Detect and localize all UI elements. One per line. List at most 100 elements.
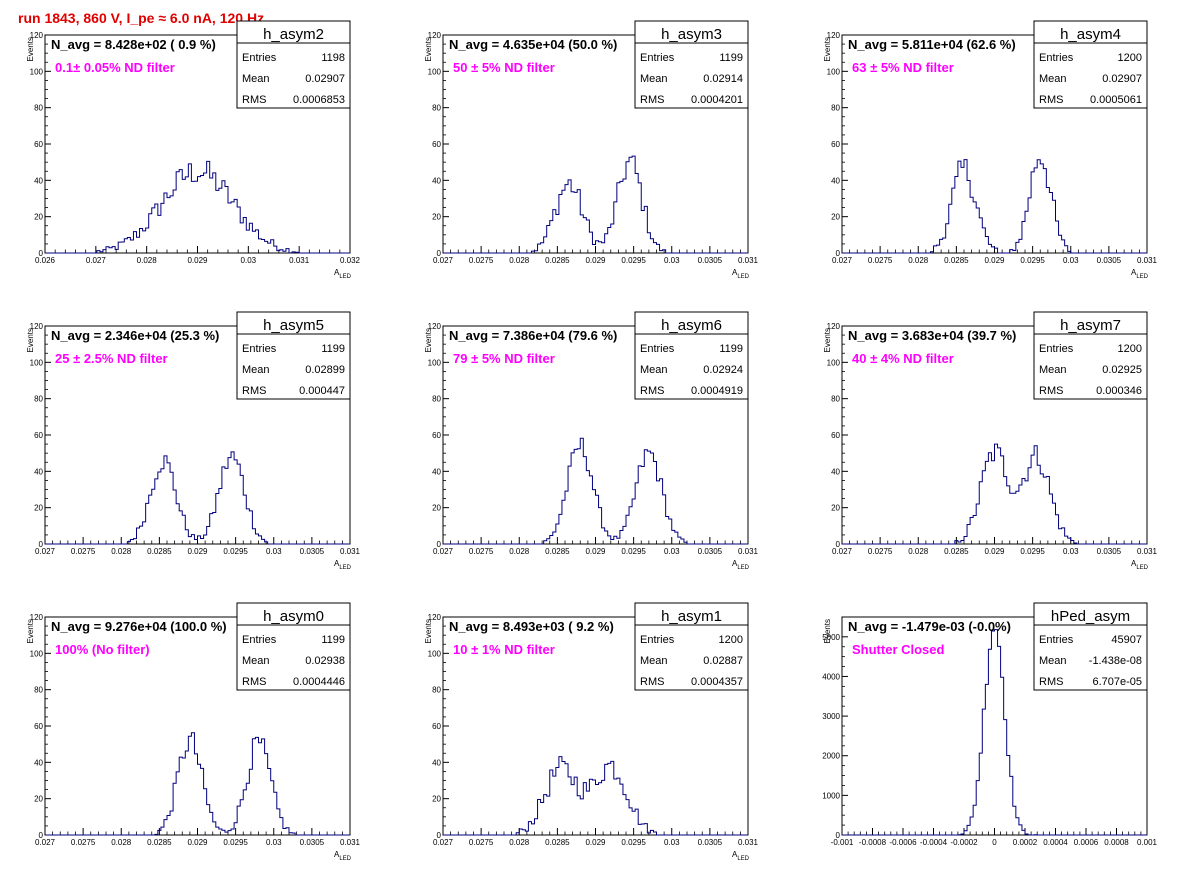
filter-label: 79 ± 5% ND filter	[453, 351, 555, 366]
x-tick-label: 0.0275	[868, 547, 893, 556]
filter-label: 40 ± 4% ND filter	[852, 351, 954, 366]
x-tick-label: 0.001	[1137, 838, 1158, 847]
x-axis-label-subscript: LED	[1136, 274, 1148, 280]
x-tick-label: 0.0305	[698, 838, 723, 847]
x-tick-label: 0.0275	[469, 256, 494, 265]
y-tick-label: 20	[432, 504, 441, 513]
y-tick-label: 120	[30, 613, 44, 622]
y-tick-label: 80	[34, 686, 43, 695]
x-tick-label: 0.031	[738, 547, 759, 556]
stats-entries-value: 1200	[1118, 343, 1142, 355]
stats-mean-label: Mean	[242, 73, 270, 85]
stats-rms-label: RMS	[1039, 94, 1063, 106]
x-tick-label: -0.0006	[889, 838, 917, 847]
navg-label: N_avg = 3.683e+04 (39.7 %)	[848, 328, 1016, 343]
y-tick-label: 60	[432, 722, 441, 731]
y-tick-label: 1000	[822, 791, 840, 800]
y-tick-label: 20	[432, 795, 441, 804]
y-tick-label: 5000	[822, 633, 840, 642]
stats-rms-value: 0.000447	[299, 385, 345, 397]
x-axis-label: ALED	[334, 850, 352, 862]
stats-mean-value: 0.02907	[1102, 73, 1142, 85]
stats-entries-value: 1199	[719, 52, 743, 64]
y-tick-label: 80	[432, 686, 441, 695]
navg-label: N_avg = 8.493e+03 ( 9.2 %)	[449, 619, 614, 634]
stats-box	[634, 20, 749, 109]
stats-mean-label: Mean	[242, 655, 270, 667]
histogram-name: h_asym7	[1060, 317, 1121, 334]
x-tick-label: 0.0285	[545, 838, 570, 847]
histogram-line	[842, 443, 1147, 545]
stats-mean-label: Mean	[1039, 73, 1067, 85]
y-tick-label: 2000	[822, 752, 840, 761]
x-tick-label: 0.029	[187, 838, 208, 847]
x-axis-label: ALED	[732, 268, 750, 280]
stats-box	[1033, 20, 1148, 109]
stats-rms-value: 6.707e-05	[1092, 676, 1142, 688]
stats-mean-value: 0.02899	[305, 364, 345, 376]
x-tick-label: 0.0275	[469, 547, 494, 556]
stats-entries-label: Entries	[242, 343, 277, 355]
x-axis-label-subscript: LED	[737, 856, 749, 862]
x-tick-label: 0.0305	[1097, 256, 1122, 265]
y-tick-label: 60	[34, 722, 43, 731]
x-axis-label-subscript: LED	[737, 274, 749, 280]
y-tick-label: 120	[428, 613, 442, 622]
stats-mean-label: Mean	[242, 364, 270, 376]
histogram-panel-h_asym5: 0 20 40 60 80 100 120 0.027 0.0275 0.028 0.0285 0.0…	[26, 311, 361, 571]
histogram-name: hPed_asym	[1051, 608, 1130, 625]
y-tick-label: 0	[39, 831, 44, 840]
x-tick-label: 0.028	[137, 256, 158, 265]
y-tick-label: 20	[831, 213, 840, 222]
y-axis-label: Events	[26, 619, 35, 643]
x-tick-label: 0.0275	[71, 547, 96, 556]
x-tick-label: 0.029	[585, 547, 606, 556]
x-tick-label: 0.029	[585, 256, 606, 265]
y-axis-label: Events	[424, 619, 433, 643]
x-tick-label: -0.0008	[859, 838, 887, 847]
stats-mean-value: -1.438e-08	[1089, 655, 1142, 667]
stats-mean-value: 0.02938	[305, 655, 345, 667]
stats-entries-value: 1199	[719, 343, 743, 355]
x-tick-label: 0.0285	[944, 547, 969, 556]
x-tick-label: 0.03	[664, 838, 680, 847]
x-axis-label: ALED	[334, 559, 352, 571]
x-tick-label: 0.029	[984, 547, 1005, 556]
y-axis-label: Events	[26, 37, 35, 61]
x-tick-label: 0.028	[509, 256, 530, 265]
stats-box	[236, 602, 351, 691]
y-tick-label: 60	[432, 431, 441, 440]
x-tick-label: 0.027	[433, 547, 454, 556]
x-tick-label: 0.031	[340, 547, 361, 556]
stats-rms-value: 0.000346	[1096, 385, 1142, 397]
y-tick-label: 100	[428, 649, 442, 658]
stats-entries-label: Entries	[1039, 634, 1074, 646]
x-tick-label: 0.0305	[300, 547, 325, 556]
stats-box	[236, 311, 351, 400]
navg-label: N_avg = 5.811e+04 (62.6 %)	[848, 37, 1016, 52]
stats-entries-value: 1199	[321, 343, 345, 355]
y-axis-label: Events	[823, 619, 832, 643]
y-tick-label: 100	[30, 649, 44, 658]
histogram-panel-h_asym7: 0 20 40 60 80 100 120 0.027 0.0275 0.028 0.0285 0.0…	[823, 311, 1158, 571]
x-tick-label: 0.032	[340, 256, 361, 265]
y-tick-label: 40	[34, 758, 43, 767]
stats-mean-value: 0.02924	[703, 364, 743, 376]
y-tick-label: 40	[34, 176, 43, 185]
histogram-line	[443, 437, 748, 545]
stats-mean-value: 0.02887	[703, 655, 743, 667]
x-tick-label: 0.0285	[545, 256, 570, 265]
x-tick-label: 0.0275	[868, 256, 893, 265]
y-tick-label: 100	[30, 67, 44, 76]
x-tick-label: -0.001	[831, 838, 854, 847]
y-axis-label: Events	[823, 328, 832, 352]
y-tick-label: 40	[34, 467, 43, 476]
x-tick-label: 0.0295	[621, 547, 646, 556]
x-tick-label: 0.0006	[1074, 838, 1099, 847]
x-tick-label: 0.0275	[71, 838, 96, 847]
histogram-name: h_asym2	[263, 26, 324, 43]
y-tick-label: 3000	[822, 712, 840, 721]
y-tick-label: 0	[836, 831, 841, 840]
y-tick-label: 120	[428, 322, 442, 331]
histogram-name: h_asym0	[263, 608, 324, 625]
